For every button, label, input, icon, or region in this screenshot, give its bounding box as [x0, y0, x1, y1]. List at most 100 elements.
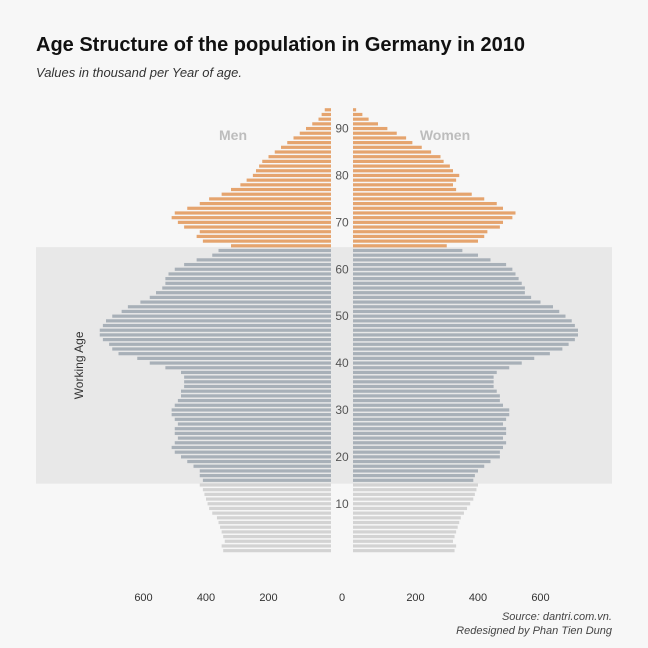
- bar-women-age-29: [353, 413, 510, 417]
- bar-men-age-18: [193, 464, 331, 468]
- bar-women-age-3: [353, 534, 455, 539]
- x-tick-3: 0: [339, 592, 345, 604]
- bar-women-age-57: [353, 281, 522, 285]
- bar-men-age-86: [281, 145, 331, 149]
- bar-men-age-62: [196, 258, 331, 262]
- bar-women-age-34: [353, 389, 497, 393]
- x-tick-1: 400: [197, 592, 215, 604]
- bar-men-age-57: [165, 281, 331, 285]
- bar-men-age-87: [287, 141, 331, 145]
- bar-women-age-22: [353, 445, 503, 450]
- bar-men-age-16: [199, 474, 331, 478]
- bar-women-age-81: [353, 169, 453, 173]
- bar-women-age-71: [353, 216, 513, 220]
- bar-men-age-60: [174, 267, 331, 271]
- age-tick-50: 50: [335, 309, 349, 323]
- bar-women-age-78: [353, 183, 453, 187]
- bar-men-age-90: [306, 126, 331, 131]
- bar-women-age-72: [353, 211, 516, 215]
- chart-title: Age Structure of the population in Germa…: [36, 34, 525, 56]
- bar-women-age-53: [353, 300, 541, 304]
- bar-women-age-25: [353, 431, 507, 436]
- bar-women-age-8: [353, 511, 464, 515]
- bar-men-age-22: [171, 445, 331, 450]
- bar-men-age-59: [168, 272, 331, 276]
- bar-men-age-76: [221, 192, 331, 196]
- x-tick-5: 400: [469, 592, 487, 604]
- bar-women-age-14: [353, 483, 478, 487]
- bar-women-age-36: [353, 380, 494, 384]
- bar-men-age-69: [184, 225, 331, 229]
- credit-note: Redesigned by Phan Tien Dung: [456, 625, 612, 637]
- bar-women-age-60: [353, 267, 513, 271]
- bar-women-age-20: [353, 455, 500, 459]
- bar-women-age-13: [353, 488, 477, 492]
- bar-men-age-4: [221, 530, 331, 534]
- bar-women-age-23: [353, 441, 507, 445]
- bar-women-age-37: [353, 375, 494, 379]
- bar-women-age-38: [353, 370, 497, 375]
- bar-women-age-88: [353, 136, 407, 140]
- bar-men-age-73: [187, 206, 331, 210]
- bar-men-age-33: [181, 394, 331, 398]
- bar-women-age-90: [353, 126, 388, 131]
- bar-women-age-30: [353, 408, 510, 412]
- bar-women-age-41: [353, 356, 535, 360]
- bar-men-age-2: [224, 539, 331, 543]
- bar-women-age-44: [353, 342, 569, 346]
- bar-men-age-27: [177, 422, 331, 426]
- bar-men-age-82: [259, 164, 331, 168]
- bar-men-age-72: [174, 211, 331, 215]
- bar-men-age-10: [207, 502, 331, 506]
- bar-women-age-70: [353, 220, 503, 224]
- bar-men-age-77: [231, 187, 331, 192]
- bar-men-age-3: [223, 534, 331, 539]
- bar-women-age-32: [353, 398, 500, 403]
- bar-men-age-81: [256, 169, 331, 173]
- bar-men-age-29: [171, 413, 331, 417]
- bar-women-age-85: [353, 150, 432, 154]
- bar-men-age-8: [212, 511, 331, 515]
- age-tick-80: 80: [335, 168, 349, 182]
- bar-women-age-49: [353, 319, 572, 323]
- bar-men-age-89: [299, 131, 331, 135]
- bar-women-age-76: [353, 192, 472, 196]
- legend-women: Women: [420, 127, 470, 143]
- bar-women-age-39: [353, 366, 510, 370]
- bar-women-age-18: [353, 464, 485, 468]
- bar-women-age-75: [353, 197, 485, 201]
- bar-women-age-42: [353, 352, 550, 356]
- bar-women-age-9: [353, 506, 468, 511]
- bar-women-age-84: [353, 155, 441, 159]
- bar-men-age-75: [209, 197, 331, 201]
- bar-men-age-52: [127, 305, 331, 309]
- bar-women-age-33: [353, 394, 500, 398]
- bar-men-age-61: [184, 262, 331, 267]
- bar-men-age-11: [206, 497, 331, 501]
- bar-men-age-13: [202, 488, 331, 492]
- bar-men-age-6: [218, 520, 331, 525]
- bar-men-age-34: [181, 389, 331, 393]
- bar-women-age-26: [353, 427, 507, 431]
- bar-women-age-6: [353, 520, 460, 525]
- bar-women-age-74: [353, 201, 497, 206]
- bar-men-age-17: [199, 469, 331, 473]
- bar-men-age-66: [202, 239, 331, 243]
- bar-men-age-51: [121, 309, 331, 314]
- bar-women-age-73: [353, 206, 503, 210]
- bar-women-age-16: [353, 474, 475, 478]
- bar-women-age-67: [353, 234, 485, 239]
- bar-men-age-24: [177, 436, 331, 440]
- bar-women-age-45: [353, 338, 575, 342]
- bar-women-age-79: [353, 178, 457, 182]
- bar-women-age-65: [353, 244, 447, 248]
- bar-women-age-51: [353, 309, 560, 314]
- bar-women-age-58: [353, 277, 519, 281]
- bar-women-age-7: [353, 516, 461, 520]
- bar-women-age-2: [353, 539, 453, 543]
- bar-women-age-68: [353, 230, 488, 234]
- bar-men-age-48: [102, 323, 331, 328]
- bar-men-age-41: [137, 356, 331, 360]
- bar-women-age-48: [353, 323, 575, 328]
- x-tick-6: 600: [531, 592, 549, 604]
